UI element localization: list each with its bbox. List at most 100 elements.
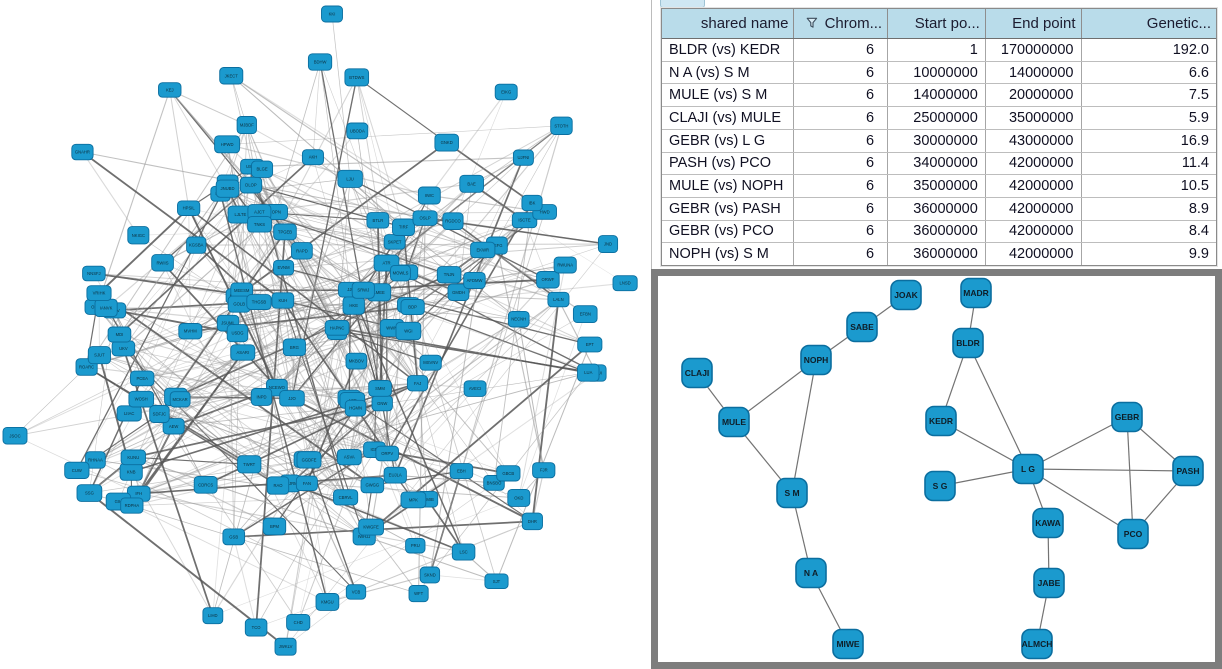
overview-node[interactable]: EPT (577, 336, 603, 353)
overview-node[interactable]: WFT (408, 585, 429, 603)
overview-node[interactable]: JKECT (219, 67, 244, 85)
table-row[interactable]: BLDR (vs) KEDR 6 1 170000000 192.0 (662, 38, 1216, 62)
overview-node[interactable]: MKBOV (345, 352, 368, 370)
overview-node[interactable]: GMDH (447, 283, 470, 301)
overview-node[interactable]: LJU (337, 169, 363, 188)
table-row[interactable]: GEBR (vs) PASH 6 36000000 42000000 8.9 (662, 197, 1216, 221)
overview-node[interactable]: UBODA (346, 122, 369, 140)
overview-node[interactable]: RWIIS (151, 254, 174, 272)
overview-node[interactable]: MSVNV (419, 354, 442, 371)
overview-node[interactable]: NKIGC (127, 226, 150, 245)
overview-node[interactable]: MDI (107, 326, 132, 343)
overview-node[interactable]: VCB (345, 584, 367, 600)
overview-node[interactable]: BTDWS (344, 68, 370, 87)
overview-node[interactable]: LUA (577, 363, 600, 382)
overview-node[interactable]: KMGU (315, 593, 340, 611)
overview-node[interactable]: KUH (271, 292, 295, 309)
column-header-end-point[interactable]: End point (985, 9, 1082, 39)
overview-node[interactable]: EVNM (273, 259, 295, 276)
overview-node[interactable]: GNW (371, 395, 393, 412)
graph-node-almch[interactable]: ALMCH (1021, 628, 1053, 660)
overview-node[interactable]: OKD (507, 488, 531, 507)
overview-node[interactable]: LIIAC (116, 405, 142, 422)
overview-node[interactable]: KUNU (120, 449, 146, 466)
overview-node[interactable]: WOSH (128, 390, 155, 408)
overview-node[interactable]: UJFNI (512, 149, 534, 166)
overview-node[interactable]: LIHD (202, 607, 224, 625)
overview-node[interactable]: CUW (64, 461, 90, 479)
graph-node-bldr[interactable]: BLDR (952, 327, 984, 359)
overview-node[interactable]: EBH (449, 463, 474, 480)
overview-node[interactable]: MCKAR (169, 391, 191, 408)
overview-node[interactable]: BDP (400, 299, 425, 316)
overview-node[interactable]: MOWLS (390, 264, 411, 282)
graph-node-noph[interactable]: NOPH (800, 344, 832, 376)
overview-node[interactable]: IBK (521, 194, 543, 212)
overview-node[interactable]: JWKLV (274, 637, 297, 656)
overview-node[interactable]: PCEA (130, 370, 155, 387)
overview-node[interactable]: EIKG (494, 83, 518, 101)
overview-node[interactable]: IANVK (94, 298, 118, 318)
overview-node[interactable]: ISCTE (511, 212, 538, 229)
overview-node[interactable]: GGDFE (296, 451, 322, 469)
overview-node[interactable]: AVECI (463, 380, 487, 397)
graph-node-gebr[interactable]: GEBR (1111, 401, 1143, 433)
overview-node[interactable]: DLOP (239, 176, 263, 194)
graph-node-n-a[interactable]: N A (795, 557, 827, 589)
overview-node[interactable]: TNJN (436, 266, 462, 284)
overview-node[interactable]: SRWJ (351, 281, 375, 299)
overview-node[interactable]: MEESM (230, 282, 254, 299)
overview-node[interactable]: CHD (286, 613, 311, 631)
table-row[interactable]: CLAJI (vs) MULE 6 25000000 35000000 5.9 (662, 106, 1216, 130)
overview-node[interactable]: LSC (451, 543, 476, 561)
overview-node[interactable]: RHNAA (85, 451, 106, 469)
overview-node[interactable]: USDG (226, 324, 249, 343)
overview-node[interactable]: EUJLA (383, 466, 407, 484)
overview-node[interactable]: LNSD (612, 275, 638, 292)
graph-node-s-m[interactable]: S M (776, 477, 808, 509)
overview-node[interactable]: UKV (111, 340, 136, 357)
overview-node[interactable]: TPGEB (273, 223, 297, 241)
overview-node[interactable]: INPD (250, 388, 273, 406)
overview-node[interactable]: BAE (459, 174, 484, 193)
overview-node[interactable]: BDHW (307, 53, 333, 71)
overview-node[interactable]: IIWC (417, 186, 441, 205)
overview-node[interactable]: THGSB (246, 294, 272, 310)
overview-node[interactable]: JSOC (2, 426, 28, 445)
graph-node-madr[interactable]: MADR (960, 277, 992, 309)
overview-node[interactable]: JND (597, 235, 619, 254)
overview-node[interactable]: PRU (405, 537, 426, 554)
graph-node-miwe[interactable]: MIWE (832, 628, 864, 660)
overview-node[interactable]: TWRT (237, 455, 262, 474)
column-header-genetic[interactable]: Genetic... (1081, 9, 1216, 39)
column-header-start-po[interactable]: Start po... (887, 9, 986, 39)
overview-node[interactable]: EKWR (470, 241, 496, 259)
overview-node[interactable]: KWGFE (358, 518, 384, 536)
overview-node[interactable]: FJR (532, 462, 556, 479)
overview-node[interactable]: ASVA (336, 448, 362, 466)
overview-node[interactable]: MVHM (178, 323, 203, 340)
overview-node[interactable]: GNKD (434, 133, 459, 152)
overview-node[interactable]: WGI (395, 321, 422, 341)
overview-node[interactable]: VRIHK (86, 285, 112, 302)
overview-node[interactable]: MPK (400, 491, 427, 509)
overview-node[interactable]: GSB (222, 528, 246, 546)
overview-node[interactable]: SKND (419, 566, 441, 584)
overview-node[interactable]: EFBN (572, 305, 598, 324)
graph-node-mule[interactable]: MULE (718, 406, 750, 438)
overview-node[interactable]: NNSFJ (82, 265, 106, 282)
overview-node[interactable]: KEJ (158, 82, 182, 98)
graph-node-l-g[interactable]: L G (1012, 453, 1044, 485)
table-row[interactable]: NOPH (vs) S M 6 36000000 42000000 9.9 (662, 242, 1216, 265)
overview-node[interactable]: SSG (76, 484, 103, 502)
overview-node[interactable]: AKH (301, 149, 324, 166)
overview-node[interactable]: KKI (321, 5, 343, 23)
table-row[interactable]: GEBR (vs) L G 6 30000000 43000000 16.9 (662, 129, 1216, 153)
overview-node[interactable]: RDPHA (120, 497, 144, 514)
overview-node[interactable]: HGMN (344, 399, 367, 417)
overview-node[interactable]: MJBDF (236, 116, 257, 135)
graph-node-kedr[interactable]: KEDR (925, 405, 957, 437)
table-row[interactable]: PASH (vs) PCO 6 34000000 42000000 11.4 (662, 152, 1216, 176)
graph-node-jabe[interactable]: JABE (1033, 567, 1065, 599)
graph-node-joak[interactable]: JOAK (890, 279, 922, 311)
